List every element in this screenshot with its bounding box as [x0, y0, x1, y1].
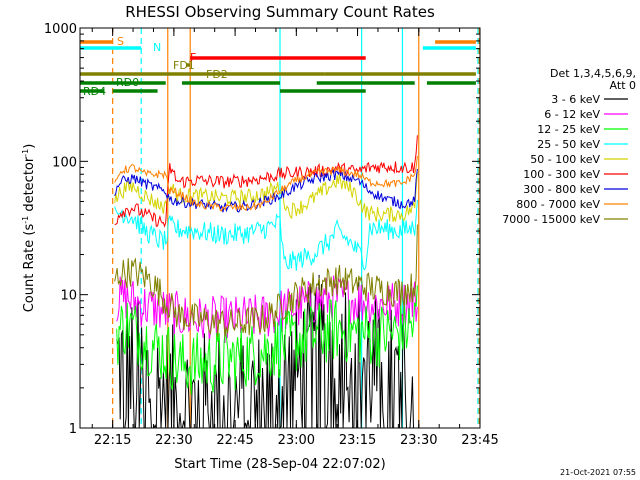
- flag-label-rd4: RD4: [83, 85, 106, 98]
- x-axis-label: Start Time (28-Sep-04 22:07:02): [174, 457, 385, 472]
- flag-label-rd0: RD0: [116, 76, 139, 89]
- series-line: [114, 199, 418, 271]
- series-line: [114, 155, 418, 212]
- x-tick-label: 22:45: [216, 433, 253, 448]
- legend-entry-label: 12 - 25 keV: [537, 123, 600, 136]
- timestamp: 21-Oct-2021 07:55: [560, 468, 636, 477]
- x-tick-label: 23:00: [278, 433, 315, 448]
- legend-header-detectors: Det 1,3,4,5,6,9,: [550, 67, 636, 80]
- x-tick-label: 22:15: [94, 433, 131, 448]
- legend-entry-label: 3 - 6 keV: [551, 93, 600, 106]
- legend-entries: 3 - 6 keV 6 - 12 keV 12 - 25 keV 25 - 50 ke…: [502, 93, 628, 226]
- series-group: [114, 135, 418, 430]
- series-line: [116, 285, 418, 395]
- flag-label-fd2: FD2: [206, 68, 228, 81]
- legend-entry-label: 300 - 800 keV: [523, 183, 600, 196]
- legend-entry-label: 25 - 50 keV: [537, 138, 600, 151]
- x-tick-label: 23:30: [400, 433, 437, 448]
- legend-header-attenuator: Att 0: [610, 79, 636, 92]
- series-line: [114, 172, 418, 223]
- y-tick-label: 10: [60, 289, 77, 304]
- legend-entry-label: 100 - 300 keV: [523, 168, 600, 181]
- legend-entry-label: 7000 - 15000 keV: [502, 213, 600, 226]
- y-tick-label: 100: [52, 155, 77, 170]
- x-ticks: 22:15 22:30 22:45 23:00 23:15 23:30 23:45: [91, 28, 499, 448]
- chart-title: RHESSI Observing Summary Count Rates: [125, 3, 435, 21]
- series-line: [116, 275, 418, 344]
- x-tick-label: 22:30: [155, 433, 192, 448]
- y-axis-label: Count Rate (s-1 detector-1): [21, 144, 37, 313]
- flag-label-f: F: [190, 51, 196, 64]
- y-ticks: 1 10 100 1000: [44, 22, 480, 437]
- flag-label-n: N: [153, 41, 161, 54]
- flag-label-fd1: FD1: [173, 59, 195, 72]
- series-line: [114, 224, 418, 337]
- x-tick-label: 23:15: [339, 433, 376, 448]
- legend-entry-label: 800 - 7000 keV: [516, 198, 600, 211]
- legend-entry-label: 50 - 100 keV: [530, 153, 600, 166]
- y-tick-label: 1: [69, 422, 77, 437]
- plot-frame: [79, 27, 481, 429]
- series-line: [114, 135, 418, 228]
- y-tick-label: 1000: [44, 22, 77, 37]
- x-tick-label: 23:45: [461, 433, 498, 448]
- flag-label-s: S: [117, 35, 124, 48]
- legend: Det 1,3,4,5,6,9, Att 0 3 - 6 keV 6 - 12 k…: [502, 67, 636, 226]
- legend-entry-label: 6 - 12 keV: [544, 108, 600, 121]
